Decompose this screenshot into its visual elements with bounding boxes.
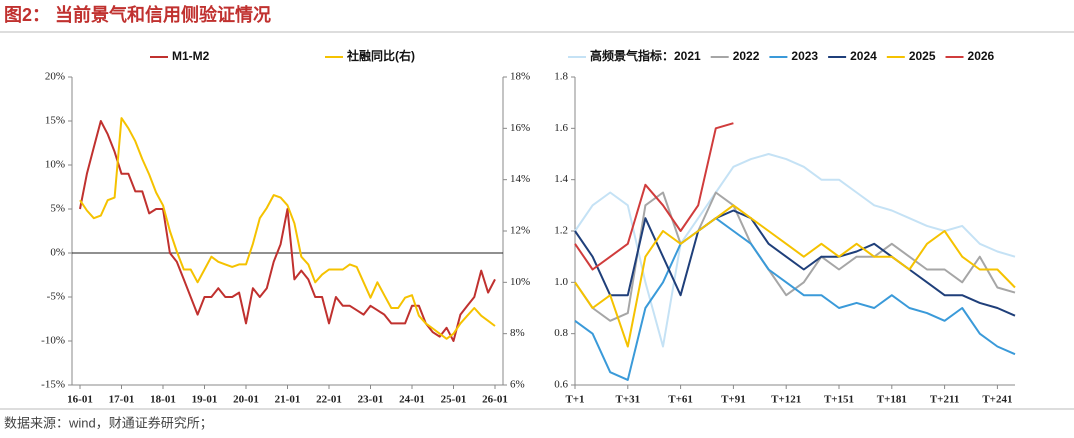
x-tick-label: 25-01	[441, 394, 467, 406]
x-tick-label: 20-01	[233, 394, 259, 406]
series-line	[574, 204, 1016, 348]
x-tick-label: 22-01	[316, 394, 342, 406]
x-tick-label: 24-01	[399, 394, 425, 406]
y2-tick-label: 16%	[510, 122, 530, 134]
legend-label: 高频景气指标：2021	[590, 48, 701, 63]
y-tick-label: 0.8	[554, 327, 568, 339]
x-tick-label: 26-01	[482, 394, 508, 406]
y2-tick-label: 18%	[510, 71, 530, 83]
x-tick-label: 18-01	[150, 394, 176, 406]
x-tick-label: 23-01	[358, 394, 384, 406]
legend-label: 2023	[791, 49, 818, 63]
x-tick-label: 16-01	[67, 394, 93, 406]
y-tick-label: 20%	[45, 71, 65, 83]
series-line	[79, 120, 496, 342]
x-tick-label: T+151	[824, 394, 854, 406]
y-tick-label: -5%	[47, 291, 65, 303]
legend-label: 社融同比(右)	[346, 48, 415, 63]
legend-label: 2025	[909, 49, 936, 63]
x-tick-label: T+181	[877, 394, 907, 406]
legend-label: M1-M2	[172, 49, 210, 63]
y2-tick-label: 8%	[510, 327, 525, 339]
series-line	[574, 153, 1016, 348]
legend-label: 2022	[733, 49, 760, 63]
y2-tick-label: 10%	[510, 276, 530, 288]
y2-tick-label: 14%	[510, 173, 530, 185]
y-tick-label: 1.4	[554, 173, 568, 185]
y-tick-label: 10%	[45, 159, 65, 171]
y-tick-label: 1.2	[554, 225, 568, 237]
y2-tick-label: 12%	[510, 225, 530, 237]
page-title: 图2： 当前景气和信用侧验证情况	[4, 4, 271, 25]
x-tick-label: T+211	[930, 394, 960, 406]
y-tick-label: 0%	[50, 247, 65, 259]
series-line	[574, 209, 1016, 317]
series-line	[79, 117, 496, 340]
y-tick-label: 15%	[45, 115, 65, 127]
series-line	[574, 122, 734, 271]
x-tick-label: T+31	[615, 394, 640, 406]
series-line	[574, 217, 1016, 381]
y-tick-label: -15%	[41, 379, 65, 391]
y-tick-label: -10%	[41, 335, 65, 347]
x-tick-label: T+1	[565, 394, 584, 406]
x-tick-label: 19-01	[192, 394, 218, 406]
series-line	[574, 191, 1016, 322]
x-tick-label: T+61	[668, 394, 693, 406]
x-tick-label: 21-01	[275, 394, 301, 406]
x-tick-label: T+121	[771, 394, 801, 406]
x-tick-label: T+91	[721, 394, 746, 406]
legend-label: 2024	[850, 49, 877, 63]
y-tick-label: 1.0	[554, 276, 568, 288]
y-tick-label: 5%	[50, 203, 65, 215]
x-tick-label: T+241	[982, 394, 1012, 406]
legend-label: 2026	[968, 49, 995, 63]
x-tick-label: 17-01	[109, 394, 135, 406]
y2-tick-label: 6%	[510, 379, 525, 391]
y-tick-label: 0.6	[554, 379, 568, 391]
y-tick-label: 1.6	[554, 122, 568, 134]
source-note: 数据来源：wind，财通证券研究所；	[4, 415, 213, 431]
y-tick-label: 1.8	[554, 71, 568, 83]
